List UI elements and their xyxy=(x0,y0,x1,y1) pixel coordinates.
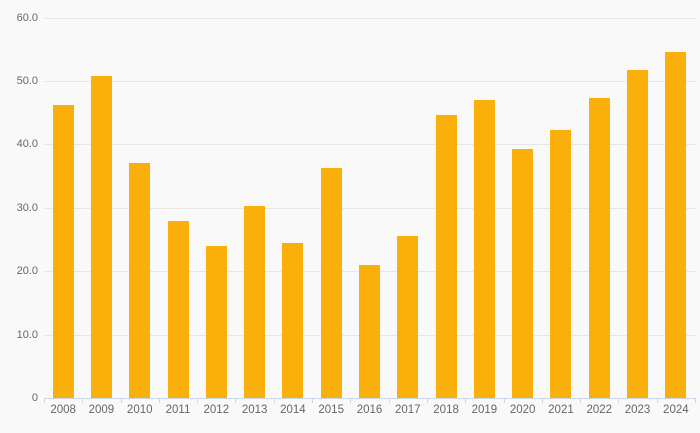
bar-2015[interactable] xyxy=(320,168,342,398)
bar-2014[interactable] xyxy=(282,242,304,398)
x-axis-label: 2011 xyxy=(165,404,191,416)
bar-2010[interactable] xyxy=(129,162,151,398)
x-axis-tick xyxy=(695,398,696,403)
bar-2016[interactable] xyxy=(359,265,380,398)
gridline xyxy=(44,80,695,82)
x-axis-label: 2018 xyxy=(433,404,459,416)
x-axis-tick xyxy=(427,398,428,403)
x-axis-tick xyxy=(44,398,45,403)
gridline xyxy=(44,207,695,209)
x-axis-label: 2024 xyxy=(663,404,689,416)
x-axis-tick xyxy=(159,398,160,403)
x-axis-tick xyxy=(82,398,83,403)
x-axis-label: 2020 xyxy=(509,404,536,416)
bar-2020[interactable] xyxy=(512,149,534,398)
x-axis-tick xyxy=(657,398,658,403)
y-axis-label: 50.0 xyxy=(16,74,38,87)
bar-2022[interactable] xyxy=(588,98,610,398)
bar-2018[interactable] xyxy=(435,115,457,398)
x-axis-label: 2013 xyxy=(241,404,268,416)
y-axis-label: 60.0 xyxy=(16,11,38,24)
x-axis-label: 2015 xyxy=(318,404,344,416)
bar-2023[interactable] xyxy=(627,70,649,398)
x-axis-tick xyxy=(465,398,466,403)
bar-2019[interactable] xyxy=(473,99,495,398)
x-axis-label: 2017 xyxy=(394,404,421,416)
y-axis-label: 0 xyxy=(31,392,38,404)
x-axis-tick xyxy=(121,398,122,403)
x-axis-tick xyxy=(580,398,581,403)
bar-2017[interactable] xyxy=(397,235,419,398)
gridline xyxy=(44,144,695,146)
x-axis-label: 2022 xyxy=(586,404,613,416)
x-axis-tick xyxy=(542,398,543,403)
bar-2012[interactable] xyxy=(205,245,227,398)
y-axis: 0 10.0 20.0 30.0 40.0 50.0 60.0 xyxy=(0,0,38,405)
x-axis-label: 2009 xyxy=(88,404,115,416)
bar-2021[interactable] xyxy=(550,129,572,398)
x-axis-tick xyxy=(350,398,351,403)
y-axis-label: 30.0 xyxy=(16,201,38,214)
bar-2009[interactable] xyxy=(90,75,112,398)
bar-2011[interactable] xyxy=(167,221,189,398)
x-axis-label: 2023 xyxy=(624,404,651,416)
x-axis-tick xyxy=(235,398,236,403)
x-axis-label: 2008 xyxy=(50,404,76,416)
x-axis-tick xyxy=(389,398,390,403)
y-axis-label: 10.0 xyxy=(16,328,38,341)
bar-2024[interactable] xyxy=(665,52,687,398)
x-axis-label: 2016 xyxy=(356,404,383,416)
y-axis-label: 20.0 xyxy=(16,265,38,278)
x-axis-label: 2021 xyxy=(548,404,574,416)
x-axis-label: 2014 xyxy=(280,404,306,416)
plot-area xyxy=(44,0,696,403)
x-axis-line xyxy=(44,398,695,399)
x-axis-label: 2010 xyxy=(126,404,153,416)
bar-2013[interactable] xyxy=(244,205,266,398)
x-axis-tick xyxy=(274,398,275,403)
x-axis-tick xyxy=(618,398,619,403)
x-axis-label: 2012 xyxy=(203,404,230,416)
x-axis-tick xyxy=(197,398,198,403)
x-axis-labels: 2008 2009 2010 2011 2012 2013 2014 2015 2016 2017… xyxy=(44,403,695,419)
x-axis-tick xyxy=(312,398,313,403)
gridline xyxy=(44,17,695,19)
x-axis-tick xyxy=(504,398,505,403)
y-axis-label: 40.0 xyxy=(16,138,38,151)
x-axis-label: 2019 xyxy=(471,404,498,416)
bar-2008[interactable] xyxy=(52,105,74,398)
